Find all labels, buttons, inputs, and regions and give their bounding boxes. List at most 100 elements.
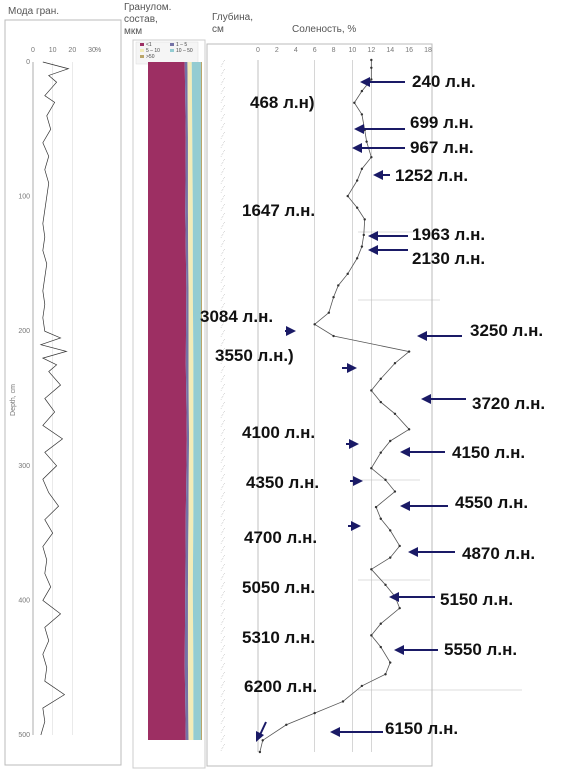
age-arrow-head <box>400 501 410 511</box>
salinity-point <box>379 377 382 380</box>
mode-x-tick-label: 30 <box>88 47 96 54</box>
salinity-point <box>379 622 382 625</box>
depth-tick-label: ····· <box>218 625 228 635</box>
age-label: 5310 л.н. <box>242 628 315 647</box>
salinity-point <box>337 284 340 287</box>
age-label: 4550 л.н. <box>455 493 528 512</box>
depth-tick-label: ····· <box>218 346 228 356</box>
depth-tick-label: ····· <box>218 301 228 311</box>
mode-y-label: Depth, cm <box>10 384 17 416</box>
age-label: 2130 л.н. <box>412 249 485 268</box>
mode-panel-title: Мода гран. <box>8 6 59 17</box>
grain-legend-swatch <box>140 55 144 58</box>
grain-panel-title-line2: состав, <box>124 14 158 25</box>
salinity-horizontal-lines <box>358 231 522 691</box>
salinity-series-line <box>259 60 411 753</box>
depth-tick-label: ····· <box>218 598 228 608</box>
grain-panel-frame <box>132 39 206 769</box>
salinity-point <box>379 517 382 520</box>
depth-tick-label: ····· <box>218 571 228 581</box>
salinity-point <box>353 101 356 104</box>
mode-y-tick-label: 300 <box>18 463 30 470</box>
depth-tick-label: ····· <box>218 247 228 257</box>
mode-y-ticks: 0 100 200 300 400 500 <box>18 59 30 739</box>
salinity-point <box>362 233 365 237</box>
depth-tick-label: ····· <box>218 220 228 230</box>
salinity-point <box>379 400 382 404</box>
age-arrow-head <box>360 77 370 87</box>
age-label: 3084 л.н. <box>200 307 273 326</box>
depth-tick-label: ····· <box>218 328 228 338</box>
mode-x-tick-label: 20 <box>68 47 76 54</box>
salinity-point <box>370 78 373 81</box>
salinity-panel: Глубина, см Соленость, % ···············… <box>206 11 522 767</box>
salinity-x-tick-label: 6 <box>313 47 317 54</box>
grain-legend: <1 1 – 5 5 – 10 10 – 50 >50 <box>135 41 199 65</box>
salinity-point <box>370 634 373 637</box>
salinity-x-tick-label: 4 <box>294 47 298 54</box>
salinity-point <box>370 389 373 392</box>
age-arrow-head <box>368 231 378 241</box>
salinity-point <box>389 529 392 532</box>
depth-tick-label: ····· <box>218 589 228 599</box>
salinity-x-tick-label: 8 <box>332 47 336 54</box>
salinity-point <box>393 490 397 493</box>
depth-tick-label: ····· <box>218 553 228 563</box>
depth-panel-title-line2: см <box>212 24 224 35</box>
grain-band-3 <box>191 62 201 740</box>
depth-tick-label: ····· <box>218 337 228 347</box>
age-label: 1963 л.н. <box>412 225 485 244</box>
depth-tick-label: ····· <box>218 517 228 527</box>
salinity-x-tick-label: 14 <box>386 47 394 54</box>
salinity-x-tick-label: 12 <box>367 47 375 54</box>
grain-legend-swatch <box>140 43 144 46</box>
salinity-x-ticks: 0 2 4 6 8 10 12 14 16 18 <box>256 47 432 54</box>
depth-tick-label: ····· <box>218 562 228 572</box>
age-label: 1252 л.н. <box>395 166 468 185</box>
mode-panel-frame <box>4 19 122 766</box>
grain-panel: Гранулом. состав, мкм <1 1 – 5 5 – 10 10 – … <box>124 2 206 769</box>
age-label: 6150 л.н. <box>385 719 458 738</box>
salinity-point <box>398 606 401 610</box>
mode-x-tick-label: 10 <box>49 47 57 54</box>
mode-y-tick-label: 0 <box>26 59 30 66</box>
grain-legend-swatch <box>140 49 144 52</box>
age-arrow-head <box>368 245 378 255</box>
depth-tick-label: ····· <box>218 400 228 410</box>
salinity-point <box>360 167 364 171</box>
salinity-point <box>374 505 378 509</box>
depth-tick-label: ····· <box>218 283 228 293</box>
age-label: 5150 л.н. <box>440 590 513 609</box>
grain-legend-label: 10 – 50 <box>176 48 193 54</box>
mode-grid <box>32 62 73 735</box>
depth-tick-label: ····· <box>218 238 228 248</box>
salinity-point <box>360 245 364 248</box>
age-arrow-head <box>349 439 359 449</box>
grain-legend-label: >50 <box>146 54 155 60</box>
grain-band-2 <box>187 62 194 740</box>
salinity-point <box>327 311 331 314</box>
grain-panel-title-line3: мкм <box>124 26 142 37</box>
salinity-point <box>370 467 373 470</box>
salinity-point <box>313 711 316 715</box>
depth-tick-label: ····· <box>218 229 228 239</box>
depth-tick-label: ····· <box>218 202 228 212</box>
salinity-panel-title: Соленость, % <box>292 24 356 35</box>
depth-tick-label: ····· <box>218 643 228 653</box>
age-arrow-head <box>408 547 418 557</box>
depth-tick-label: ····· <box>218 661 228 671</box>
salinity-x-tick-label: 10 <box>349 47 357 54</box>
depth-tick-label: ····· <box>218 355 228 365</box>
depth-tick-label: ····· <box>218 418 228 428</box>
grain-legend-label: 5 – 10 <box>146 48 160 54</box>
annotations: 240 л.н. 468 л.н) 699 л.н. 967 л.н. 1252 л.н… <box>200 72 545 742</box>
depth-tick-label: ····· <box>218 265 228 275</box>
age-arrow-head <box>351 521 361 531</box>
age-arrow-head <box>354 124 364 134</box>
depth-tick-label: ····· <box>218 634 228 644</box>
age-label: 4150 л.н. <box>452 443 525 462</box>
mode-panel: Мода гран. 0 10 20 30 % 0 100 200 300 400 500 De… <box>4 6 122 766</box>
depth-tick-label: ····· <box>218 121 228 131</box>
age-arrow-head <box>417 331 427 341</box>
age-arrow-head <box>353 476 363 486</box>
